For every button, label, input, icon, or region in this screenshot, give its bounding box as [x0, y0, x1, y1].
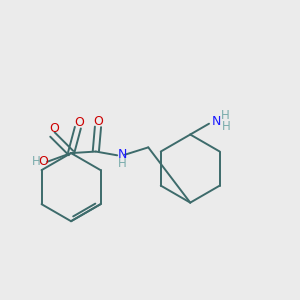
- Text: N: N: [117, 148, 127, 161]
- Text: H: H: [118, 157, 127, 169]
- Text: O: O: [38, 155, 48, 168]
- Text: O: O: [74, 116, 84, 129]
- Text: H: H: [32, 155, 41, 168]
- Text: N: N: [212, 115, 221, 128]
- Text: H: H: [220, 110, 229, 122]
- Text: O: O: [49, 122, 59, 135]
- Text: O: O: [93, 115, 103, 128]
- Text: H: H: [222, 120, 230, 133]
